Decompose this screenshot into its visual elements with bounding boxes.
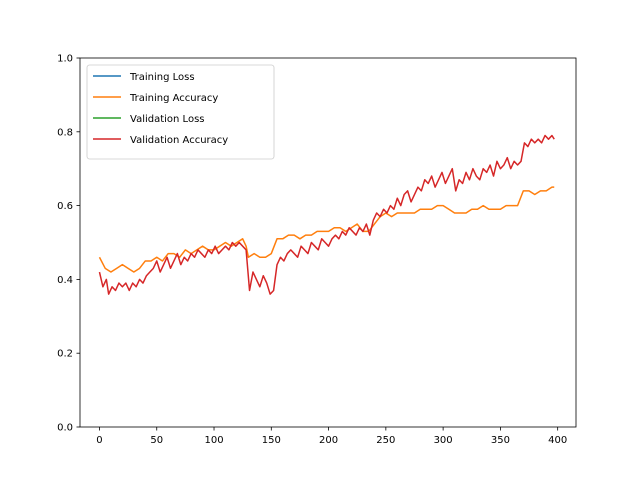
x-tick-label: 250 bbox=[376, 435, 395, 446]
y-tick-label: 0.0 bbox=[57, 423, 73, 434]
legend-label-0: Training Loss bbox=[129, 72, 195, 83]
y-axis: 0.0 0.2 0.4 0.6 0.8 1.0 bbox=[57, 54, 80, 434]
x-tick-label: 100 bbox=[204, 435, 223, 446]
x-tick-label: 400 bbox=[548, 435, 567, 446]
x-tick-label: 50 bbox=[150, 435, 163, 446]
x-axis: 0 50 100 150 200 250 300 350 400 bbox=[96, 427, 567, 446]
y-tick-label: 0.6 bbox=[57, 201, 73, 212]
y-tick-label: 1.0 bbox=[57, 54, 73, 65]
plot-frame bbox=[79, 57, 577, 428]
x-tick-label: 0 bbox=[96, 435, 102, 446]
y-tick-label: 0.2 bbox=[57, 349, 73, 360]
x-tick-label: 350 bbox=[491, 435, 510, 446]
x-tick-label: 150 bbox=[262, 435, 281, 446]
plot-area bbox=[98, 134, 555, 295]
legend-label-3: Validation Accuracy bbox=[130, 135, 228, 146]
legend-label-2: Validation Loss bbox=[130, 114, 205, 125]
y-tick-label: 0.8 bbox=[57, 127, 73, 138]
legend-box bbox=[86, 64, 275, 160]
x-tick-label: 200 bbox=[319, 435, 338, 446]
legend: Training Loss Training Accuracy Validation… bbox=[86, 64, 275, 160]
legend-label-1: Training Accuracy bbox=[129, 93, 218, 104]
series-line-3 bbox=[98, 134, 555, 295]
x-tick-label: 300 bbox=[434, 435, 453, 446]
y-tick-label: 0.4 bbox=[57, 275, 73, 286]
